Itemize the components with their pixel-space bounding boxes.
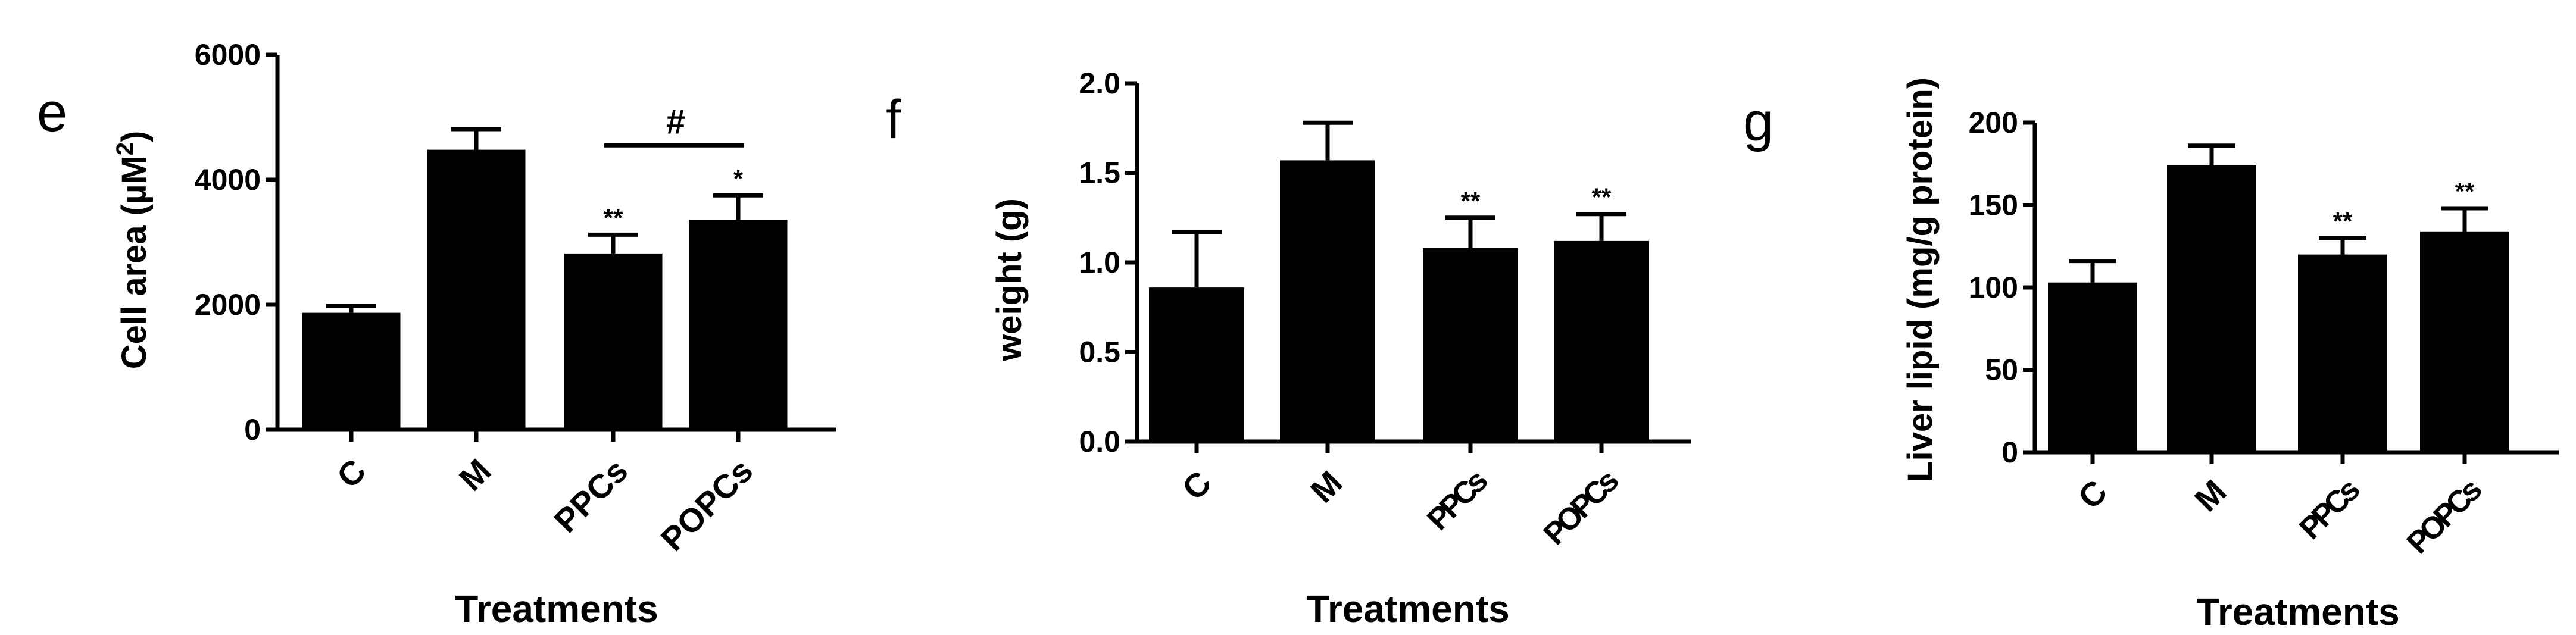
- y-axis-label-g: Liver lipid (mg/g protein): [1901, 77, 1940, 482]
- y-tick-label-e: 2000: [195, 288, 261, 321]
- x-tick-label-e: POPCs: [654, 452, 760, 558]
- bar-f-c: [1149, 287, 1244, 442]
- bars-e: [302, 127, 788, 442]
- x-axis-label-e: Treatments: [455, 587, 658, 630]
- y-tick-label-g: 0: [2002, 436, 2018, 469]
- y-tick-label-g: 50: [1985, 354, 2018, 387]
- y-axis-label-e: Cell area (µM2): [112, 131, 154, 370]
- y-tick-label-f: 1.0: [1079, 246, 1120, 279]
- bar-e-popcs: [689, 220, 788, 430]
- panel-f: f weight (g) 0.0 0.5 1.0 1.5 2.0 ** ** C…: [886, 67, 1691, 630]
- panel-letter-g: g: [1743, 92, 1773, 152]
- y-axis-label-e-sup: 2: [112, 142, 138, 155]
- bars-g: [2048, 143, 2509, 464]
- y-tick-label-g: 100: [1969, 271, 2018, 304]
- y-axis-label-f: weight (g): [990, 198, 1029, 362]
- panel-letter-f: f: [886, 89, 901, 150]
- y-tick-label-f: 0.5: [1079, 336, 1120, 369]
- x-tick-labels-e: C M PPCs POPCs: [329, 452, 760, 558]
- sig-label-e: **: [604, 204, 623, 232]
- x-tick-labels-f: C M PPCs POPCs: [1175, 464, 1625, 552]
- x-tick-label-f: PPCs: [1420, 464, 1494, 537]
- x-tick-label-g: M: [2187, 473, 2234, 519]
- sig-label-e: *: [733, 164, 744, 192]
- significance-g: ** **: [2333, 177, 2475, 235]
- x-tick-label-e: PPCs: [547, 452, 635, 540]
- bar-f-m: [1280, 160, 1375, 442]
- x-tick-label-f: C: [1175, 464, 1218, 507]
- sig-label-g: **: [2333, 207, 2353, 235]
- x-tick-label-e: M: [452, 452, 498, 498]
- bar-f-popcs: [1554, 240, 1649, 442]
- y-ticks-e: 0 2000 4000 6000: [195, 38, 277, 446]
- bar-e-c: [302, 312, 401, 430]
- bracket-label-e: #: [666, 102, 685, 141]
- x-tick-label-g: C: [2071, 473, 2114, 516]
- y-axis-label-e-end: ): [115, 131, 154, 142]
- y-tick-label-e: 0: [244, 413, 261, 446]
- y-tick-label-g: 200: [1969, 106, 2018, 139]
- y-tick-label-f: 2.0: [1079, 67, 1120, 100]
- y-axis-label-e-main: Cell area (µM: [115, 155, 154, 369]
- bar-e-m: [427, 149, 526, 430]
- y-tick-label-e: 4000: [195, 163, 261, 196]
- panel-letter-e: e: [37, 82, 67, 143]
- bar-g-m: [2167, 165, 2256, 452]
- bar-g-ppcs: [2298, 254, 2387, 452]
- x-axis-label-f: Treatments: [1306, 587, 1509, 630]
- x-tick-label-e: C: [329, 452, 373, 495]
- y-tick-label-g: 150: [1969, 189, 2018, 222]
- x-tick-label-g: PPCs: [2293, 473, 2366, 546]
- x-tick-label-f: POPCs: [1537, 464, 1625, 552]
- sig-label-g: **: [2455, 177, 2475, 205]
- panel-g: g Liver lipid (mg/g protein) 0 50 100 15…: [1743, 77, 2559, 633]
- bar-f-ppcs: [1423, 248, 1518, 442]
- x-axis-label-g: Treatments: [2196, 590, 2399, 633]
- x-tick-label-f: M: [1303, 464, 1350, 510]
- y-tick-label-f: 0.0: [1079, 425, 1120, 458]
- y-ticks-g: 0 50 100 150 200: [1969, 106, 2035, 469]
- y-tick-label-e: 6000: [195, 38, 261, 71]
- sig-label-f: **: [1461, 187, 1481, 215]
- bar-g-c: [2048, 282, 2137, 452]
- x-tick-label-g: POPCs: [2400, 473, 2488, 561]
- panel-e: e Cell area (µM2) 0 2000 4000 6000 ** * …: [37, 38, 836, 630]
- significance-e: ** *: [604, 164, 744, 232]
- significance-f: ** **: [1461, 183, 1612, 215]
- y-tick-label-f: 1.5: [1079, 157, 1120, 190]
- bar-g-popcs: [2420, 231, 2509, 452]
- sig-label-f: **: [1592, 183, 1612, 211]
- y-ticks-f: 0.0 0.5 1.0 1.5 2.0: [1079, 67, 1137, 458]
- bar-e-ppcs: [564, 253, 663, 430]
- bars-f: [1149, 120, 1649, 453]
- x-tick-labels-g: C M PPCs POPCs: [2071, 473, 2488, 561]
